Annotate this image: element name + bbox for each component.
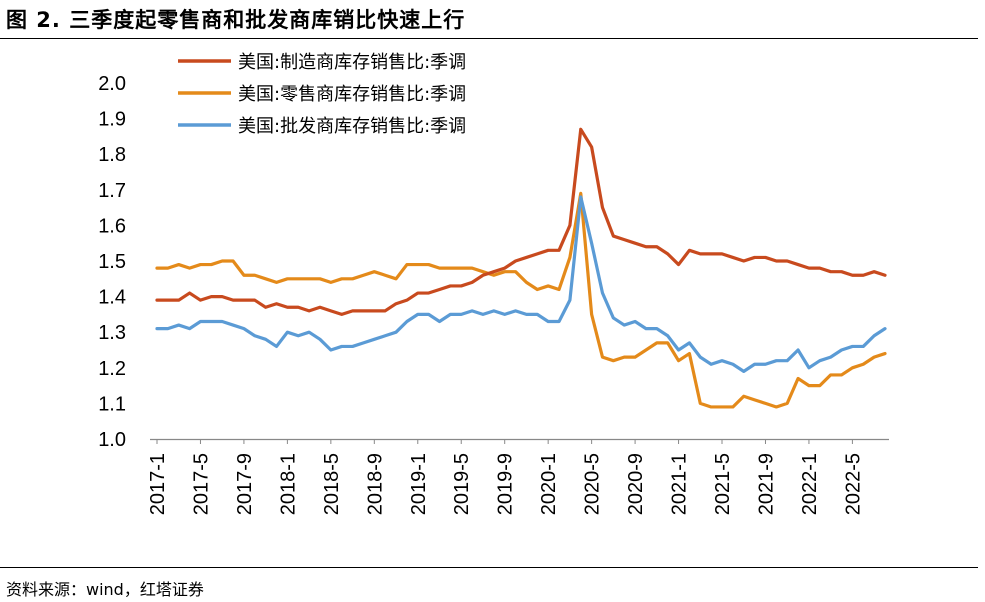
x-tick-label: 2017-5 (190, 453, 212, 515)
x-axis-ticks: 2017-1 2017-5 2017-9 2018-1 2018-5 2018-9 2019… (147, 439, 864, 515)
y-tick-label: 1.4 (98, 287, 126, 309)
x-tick-label: 2021-1 (669, 453, 691, 515)
x-tick-label: 2018-5 (321, 453, 343, 515)
series-line-2 (155, 195, 887, 373)
x-tick-label: 2019-1 (408, 453, 430, 515)
x-tick-label: 2020-5 (582, 453, 604, 515)
x-tick-label: 2020-9 (625, 453, 647, 515)
legend: 美国:制造商库存销售比:季调美国:零售商库存销售比:季调美国:批发商库存销售比:… (178, 52, 466, 137)
y-tick-label: 1.2 (98, 358, 126, 380)
legend-label: 美国:批发商库存销售比:季调 (238, 116, 466, 137)
y-tick-label: 1.6 (98, 215, 126, 237)
y-tick-label: 1.1 (98, 393, 126, 415)
x-tick-label: 2022-5 (842, 453, 864, 515)
x-tick-label: 2018-1 (277, 453, 299, 515)
bottom-rule (0, 567, 978, 568)
y-tick-label: 1.0 (98, 429, 126, 451)
series-lines (155, 127, 887, 409)
legend-label: 美国:零售商库存销售比:季调 (238, 84, 466, 105)
y-tick-label: 1.8 (98, 144, 126, 166)
x-tick-label: 2017-1 (147, 453, 169, 515)
top-rule (0, 38, 978, 39)
y-tick-label: 1.3 (98, 322, 126, 344)
x-tick-label: 2019-9 (495, 453, 517, 515)
figure-title: 图 2. 三季度起零售商和批发商库销比快速上行 (6, 8, 466, 32)
y-tick-label: 2.0 (98, 73, 126, 95)
y-tick-label: 1.9 (98, 109, 126, 131)
x-tick-label: 2019-5 (451, 453, 473, 515)
line-chart: 1.0 1.1 1.2 1.3 1.4 1.5 1.6 1.7 1.8 1.9 2.0 2017-1… (98, 52, 889, 515)
series-line-1 (155, 191, 887, 409)
series-line-0 (155, 127, 887, 316)
x-tick-label: 2022-1 (799, 453, 821, 515)
x-tick-label: 2017-9 (234, 453, 256, 515)
x-tick-label: 2018-9 (364, 453, 386, 515)
x-tick-label: 2020-1 (538, 453, 560, 515)
x-tick-label: 2021-9 (755, 453, 777, 515)
y-tick-label: 1.7 (98, 180, 126, 202)
legend-label: 美国:制造商库存销售比:季调 (238, 52, 466, 73)
source-note: 资料来源：wind，红塔证券 (6, 580, 204, 599)
x-tick-label: 2021-5 (712, 453, 734, 515)
y-axis-tick-labels: 1.0 1.1 1.2 1.3 1.4 1.5 1.6 1.7 1.8 1.9 2.0 (98, 73, 126, 451)
y-tick-label: 1.5 (98, 251, 126, 273)
